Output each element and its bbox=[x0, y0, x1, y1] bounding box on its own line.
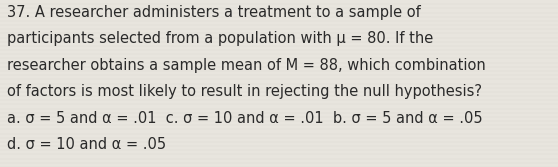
Text: of factors is most likely to result in rejecting the null hypothesis?: of factors is most likely to result in r… bbox=[7, 84, 482, 99]
Text: 37. A researcher administers a treatment to a sample of: 37. A researcher administers a treatment… bbox=[7, 5, 421, 20]
Text: researcher obtains a sample mean of M = 88, which combination: researcher obtains a sample mean of M = … bbox=[7, 58, 486, 73]
Text: participants selected from a population with μ = 80. If the: participants selected from a population … bbox=[7, 31, 434, 46]
Text: d. σ = 10 and α = .05: d. σ = 10 and α = .05 bbox=[7, 137, 166, 152]
Text: a. σ = 5 and α = .01  c. σ = 10 and α = .01  b. σ = 5 and α = .05: a. σ = 5 and α = .01 c. σ = 10 and α = .… bbox=[7, 111, 483, 126]
